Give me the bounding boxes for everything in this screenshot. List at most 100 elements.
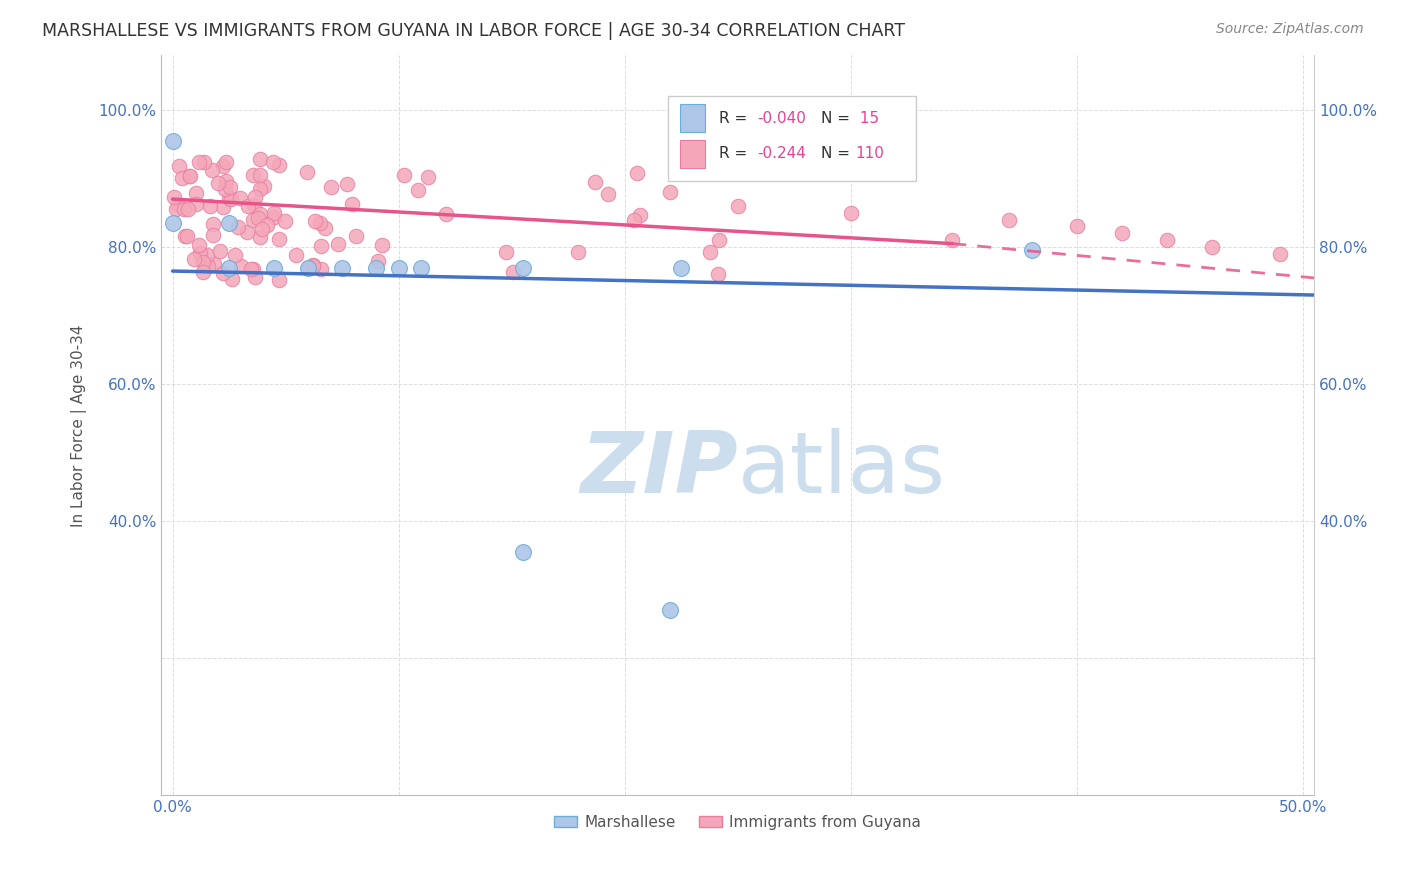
Point <box>165 202 187 216</box>
Point <box>267 232 290 246</box>
Point <box>628 208 651 222</box>
Point <box>1066 219 1088 234</box>
Point <box>623 213 645 227</box>
Point <box>163 190 186 204</box>
Point <box>344 229 367 244</box>
Text: MARSHALLESE VS IMMIGRANTS FROM GUYANA IN LABOR FORCE | AGE 30-34 CORRELATION CHA: MARSHALLESE VS IMMIGRANTS FROM GUYANA IN… <box>42 22 905 40</box>
Text: 15: 15 <box>855 111 879 126</box>
Point <box>1021 244 1043 258</box>
Text: N =: N = <box>821 146 855 161</box>
Point <box>184 186 207 200</box>
Text: 110: 110 <box>855 146 884 161</box>
Point <box>197 260 219 274</box>
Point <box>219 192 242 206</box>
Point <box>243 190 266 204</box>
Point <box>173 202 195 216</box>
Point <box>224 248 246 262</box>
Point <box>162 134 184 148</box>
Point <box>209 244 232 258</box>
Point <box>434 206 457 220</box>
Point <box>1111 227 1133 241</box>
Point <box>340 197 363 211</box>
Point <box>226 220 249 235</box>
Point <box>495 244 517 259</box>
Point <box>297 260 319 275</box>
Point <box>273 214 295 228</box>
Point <box>236 199 259 213</box>
Point <box>190 246 212 260</box>
Point <box>262 154 284 169</box>
Point <box>252 178 274 193</box>
Point <box>699 244 721 259</box>
Point <box>512 545 534 559</box>
Point <box>207 176 229 190</box>
Point <box>187 154 209 169</box>
Point <box>249 207 271 221</box>
Point <box>512 260 534 275</box>
Point <box>249 229 271 244</box>
Point <box>370 238 392 252</box>
Point <box>211 159 233 173</box>
Point <box>212 201 235 215</box>
Point <box>218 216 240 230</box>
Point <box>179 169 201 184</box>
Point <box>242 213 264 227</box>
Point <box>243 269 266 284</box>
Point <box>212 266 235 280</box>
Point <box>839 206 862 220</box>
Point <box>240 261 263 276</box>
Point <box>596 187 619 202</box>
Point <box>183 252 205 266</box>
FancyBboxPatch shape <box>668 95 917 181</box>
Text: ZIP: ZIP <box>581 428 738 511</box>
Point <box>246 211 269 225</box>
Point <box>314 220 336 235</box>
Point <box>707 233 730 247</box>
Point <box>218 180 240 194</box>
Point <box>188 238 211 252</box>
Point <box>941 233 963 247</box>
Point <box>707 267 730 281</box>
Point <box>184 196 207 211</box>
Point <box>269 273 291 287</box>
Point <box>214 182 236 196</box>
Point <box>309 216 332 230</box>
Point <box>727 199 749 213</box>
Text: Source: ZipAtlas.com: Source: ZipAtlas.com <box>1216 22 1364 37</box>
Point <box>218 260 240 275</box>
Point <box>416 170 439 185</box>
Point <box>201 217 224 231</box>
Point <box>215 154 238 169</box>
Point <box>1201 240 1223 254</box>
Point <box>191 254 214 268</box>
Point <box>236 225 259 239</box>
Point <box>319 180 342 194</box>
Point <box>198 199 221 213</box>
Text: R =: R = <box>720 111 752 126</box>
Point <box>193 154 215 169</box>
Point <box>173 229 195 244</box>
Point <box>1156 233 1178 247</box>
Point <box>242 262 264 277</box>
Point <box>202 257 225 271</box>
FancyBboxPatch shape <box>681 104 706 132</box>
Point <box>179 169 201 184</box>
Point <box>669 260 692 275</box>
Point <box>215 174 238 188</box>
Point <box>408 183 430 197</box>
Point <box>249 182 271 196</box>
Text: R =: R = <box>720 146 752 161</box>
Point <box>658 185 681 199</box>
Point <box>1270 247 1292 261</box>
Point <box>387 260 409 275</box>
Text: N =: N = <box>821 111 855 126</box>
Point <box>309 262 332 277</box>
Point <box>367 253 389 268</box>
Point <box>411 260 433 275</box>
Point <box>302 259 325 273</box>
Point <box>201 227 224 242</box>
Point <box>218 191 240 205</box>
Point <box>249 168 271 182</box>
Text: -0.040: -0.040 <box>758 111 806 126</box>
Legend: Marshallese, Immigrants from Guyana: Marshallese, Immigrants from Guyana <box>548 809 928 836</box>
